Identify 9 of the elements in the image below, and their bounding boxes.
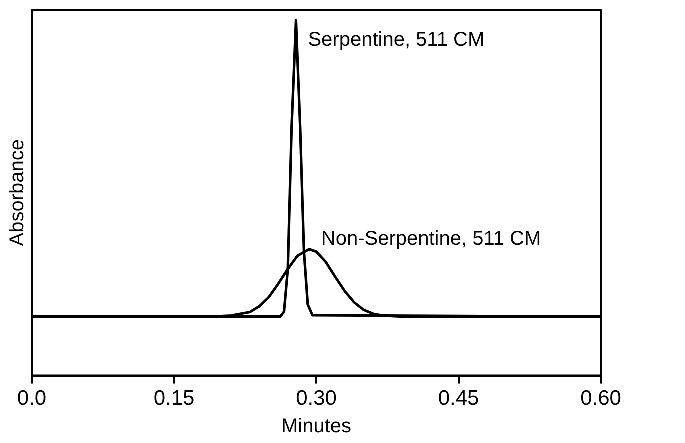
annotation: Non-Serpentine, 511 CM: [321, 228, 542, 250]
y-axis-title: Absorbance: [6, 140, 29, 246]
x-axis-title: Minutes: [281, 416, 352, 438]
x-tick-label: 0.60: [580, 387, 622, 410]
annotation: Serpentine, 511 CM: [308, 29, 485, 52]
x-tick-label: 0.30: [296, 387, 337, 410]
x-tick-label: 0.45: [438, 387, 480, 410]
x-tick-label: 0.15: [154, 387, 195, 410]
x-tick-label: 0.0: [17, 387, 47, 410]
